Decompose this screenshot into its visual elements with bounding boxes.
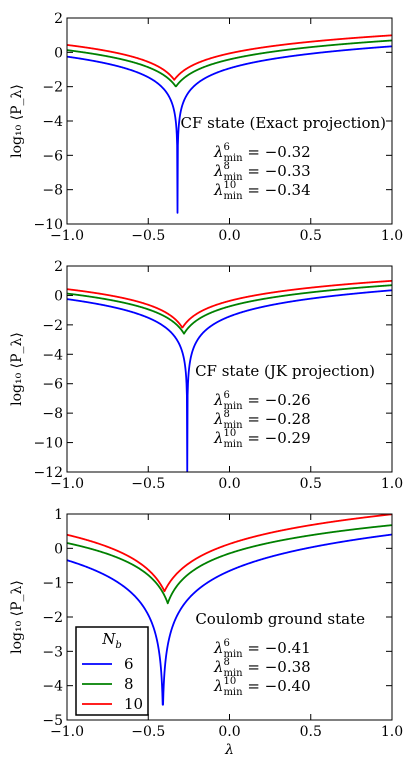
y-tick-label: 2 <box>54 259 63 275</box>
series-line-nb-8 <box>67 284 392 335</box>
chart-panel-2: −1.0 −0.5 0.0 0.5 1.0 2 0 −2 −4 −6 −8 −10 −12 log₁₀ ⟨… <box>9 259 403 492</box>
x-axis-label: λ <box>224 742 234 758</box>
y-tick-label: −5 <box>42 713 63 729</box>
y-tick-label: 0 <box>54 541 63 557</box>
lambda-min-label: λ10 min = −0.40 <box>213 676 311 698</box>
legend-label-nb-8: 8 <box>124 675 134 693</box>
series-line-nb-10 <box>67 279 392 329</box>
y-tick-label: −2 <box>42 318 63 334</box>
y-tick-label: −2 <box>42 610 63 626</box>
series-line-nb-8 <box>67 524 392 605</box>
lambda-min-label: λ8 min = −0.33 <box>213 161 311 183</box>
y-tick-label: −10 <box>33 217 63 233</box>
y-tick-label: 0 <box>54 288 63 304</box>
y-axis-label: log₁₀ ⟨P_λ⟩ <box>9 84 25 158</box>
y-tick-label: −12 <box>33 465 63 481</box>
series-line-nb-6 <box>67 45 392 214</box>
x-tick-label: 0.0 <box>218 724 240 740</box>
y-tick-label: −3 <box>42 644 63 660</box>
x-tick-label: 1.0 <box>381 228 403 244</box>
legend-box <box>75 626 149 716</box>
y-tick-label: −1 <box>42 576 63 592</box>
series-line-nb-10 <box>67 34 392 81</box>
x-tick-label: −0.5 <box>131 228 165 244</box>
y-tick-label: −8 <box>42 406 63 422</box>
lambda-min-label: λ8 min = −0.28 <box>213 409 311 431</box>
y-axis-label: log₁₀ ⟨P_λ⟩ <box>9 580 25 654</box>
series-group <box>67 34 392 214</box>
y-tick-label: −6 <box>42 377 63 393</box>
series-line-nb-10 <box>67 514 392 593</box>
lambda-min-label: λ6 min = −0.41 <box>213 638 311 660</box>
y-tick-label: −4 <box>42 347 63 363</box>
x-tick-label: −1.0 <box>50 476 84 492</box>
x-tick-label: −1.0 <box>50 724 84 740</box>
x-tick-label: 1.0 <box>381 724 403 740</box>
x-tick-label: 0.5 <box>300 228 322 244</box>
lambda-min-label: λ6 min = −0.26 <box>213 390 311 412</box>
y-tick-label: −4 <box>42 114 63 130</box>
y-tick-label: −10 <box>33 436 63 452</box>
y-tick-label: −8 <box>42 183 63 199</box>
x-tick-label: −0.5 <box>131 724 165 740</box>
lambda-min-label: λ6 min = −0.32 <box>213 142 311 164</box>
y-tick-label: 1 <box>54 507 63 523</box>
annotation-text: Coulomb ground state <box>195 610 365 628</box>
y-tick-label: 0 <box>54 45 63 61</box>
chart-panel-1: −1.0 −0.5 0.0 0.5 1.0 2 0 −2 −4 −6 −8 −10 log₁₀ ⟨P_λ… <box>9 11 403 244</box>
y-tick-label: −4 <box>42 679 63 695</box>
lambda-min-label: λ10 min = −0.34 <box>213 180 311 202</box>
lambda-min-label: λ10 min = −0.29 <box>213 428 311 450</box>
x-tick-label: −0.5 <box>131 476 165 492</box>
x-tick-label: 0.0 <box>218 476 240 492</box>
x-tick-label: 0.5 <box>300 724 322 740</box>
x-tick-label: 0.0 <box>218 228 240 244</box>
series-line-nb-6 <box>67 289 392 472</box>
legend-label-nb-10: 10 <box>124 695 143 713</box>
series-group <box>67 514 392 714</box>
y-tick-label: −2 <box>42 80 63 96</box>
y-tick-label: 2 <box>54 11 63 27</box>
series-line-nb-6 <box>67 533 392 706</box>
series-line-nb-8 <box>67 39 392 88</box>
annotation-text: CF state (JK projection) <box>195 362 375 380</box>
legend-label-nb-6: 6 <box>124 655 134 673</box>
x-tick-label: 0.5 <box>300 476 322 492</box>
y-axis-label: log₁₀ ⟨P_λ⟩ <box>9 332 25 406</box>
x-tick-label: −1.0 <box>50 228 84 244</box>
y-tick-label: −6 <box>42 148 63 164</box>
lambda-min-label: λ8 min = −0.38 <box>213 657 311 679</box>
annotation-text: CF state (Exact projection) <box>181 114 387 132</box>
series-group <box>67 279 392 472</box>
x-tick-label: 1.0 <box>381 476 403 492</box>
